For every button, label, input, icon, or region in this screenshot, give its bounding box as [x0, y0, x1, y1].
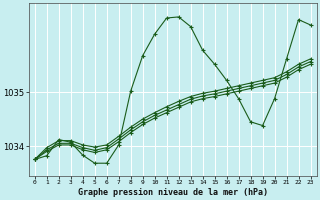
X-axis label: Graphe pression niveau de la mer (hPa): Graphe pression niveau de la mer (hPa) [78, 188, 268, 197]
